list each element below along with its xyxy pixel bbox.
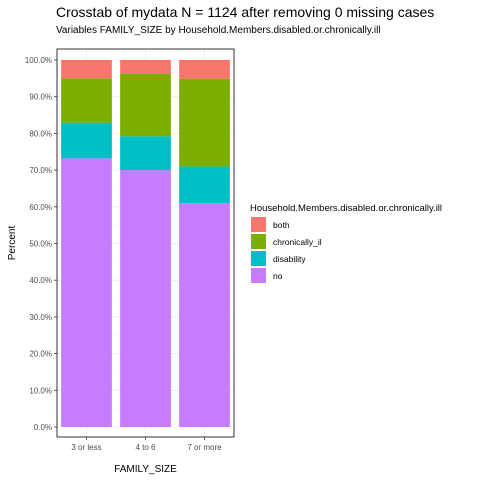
- x-axis-title: FAMILY_SIZE: [114, 464, 177, 475]
- y-axis: 0.0% 10.0% 20.0% 30.0% 40.0% 50.0% 60.0% 70.0% 8…: [25, 56, 57, 432]
- y-tick-label: 80.0%: [29, 129, 52, 138]
- bar-segment-no: [120, 170, 171, 427]
- legend-label-chronically_il: chronically_il: [273, 237, 322, 247]
- y-tick-label: 30.0%: [29, 313, 52, 322]
- x-tick-label: 7 or more: [187, 443, 222, 452]
- y-tick-label: 70.0%: [29, 166, 52, 175]
- bar-segment-both: [179, 60, 230, 79]
- legend-label-both: both: [273, 220, 290, 230]
- bar-segment-chronically_il: [61, 78, 112, 123]
- legend: Household.Members.disabled.or.chronicall…: [250, 203, 442, 283]
- bar-segment-chronically_il: [179, 78, 230, 167]
- y-tick-label: 50.0%: [29, 240, 52, 249]
- legend-key-no: [251, 268, 266, 283]
- y-tick-label: 0.0%: [34, 423, 52, 432]
- x-axis: 3 or less 4 to 6 7 or more: [71, 437, 222, 452]
- y-tick-label: 40.0%: [29, 276, 52, 285]
- legend-key-chronically_il: [251, 234, 266, 249]
- bar-segment-both: [120, 60, 171, 74]
- y-axis-title: Percent: [7, 226, 18, 261]
- bar-segment-disability: [179, 166, 230, 204]
- bar-segment-no: [61, 158, 112, 427]
- bar-segment-chronically_il: [120, 73, 171, 137]
- y-tick-label: 10.0%: [29, 386, 52, 395]
- bars-layer: [61, 60, 230, 427]
- legend-label-no: no: [273, 271, 283, 281]
- bar-segment-both: [61, 60, 112, 79]
- bar-segment-no: [179, 203, 230, 427]
- legend-key-disability: [251, 251, 266, 266]
- legend-key-both: [251, 217, 266, 232]
- legend-label-disability: disability: [273, 254, 306, 264]
- bar-segment-disability: [120, 136, 171, 171]
- y-tick-label: 100.0%: [25, 56, 52, 65]
- y-tick-label: 60.0%: [29, 203, 52, 212]
- y-tick-label: 20.0%: [29, 350, 52, 359]
- chart-subtitle: Variables FAMILY_SIZE by Household.Membe…: [56, 25, 381, 36]
- x-tick-label: 3 or less: [71, 443, 101, 452]
- chart-title: Crosstab of mydata N = 1124 after removi…: [56, 4, 435, 20]
- y-tick-label: 90.0%: [29, 93, 52, 102]
- legend-title: Household.Members.disabled.or.chronicall…: [250, 203, 442, 214]
- bar-segment-disability: [61, 122, 112, 159]
- x-tick-label: 4 to 6: [135, 443, 156, 452]
